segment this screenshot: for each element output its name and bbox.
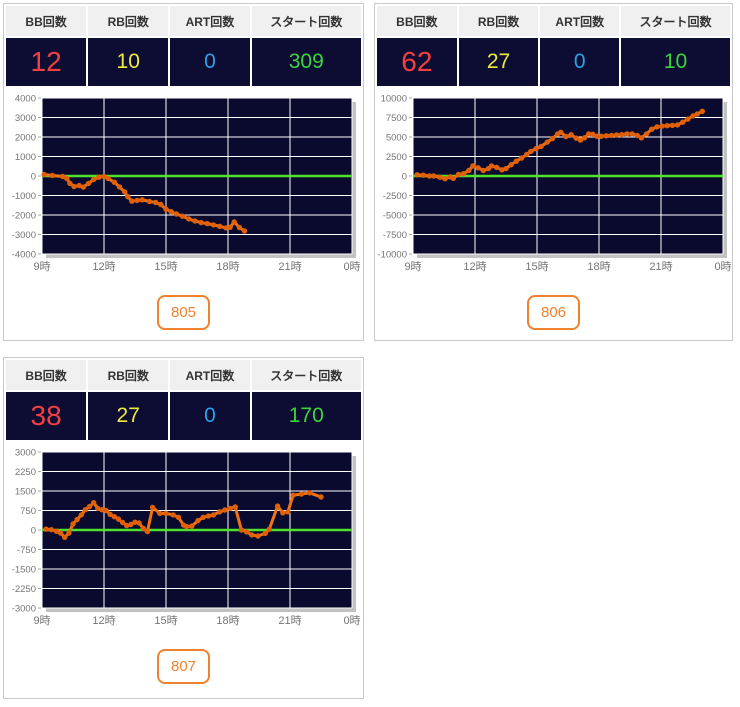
- svg-text:9時: 9時: [404, 260, 421, 273]
- bb-count-value: 12: [6, 38, 87, 86]
- art-count-value: 0: [540, 38, 620, 86]
- svg-text:21時: 21時: [278, 260, 301, 273]
- svg-text:1000: 1000: [15, 152, 36, 163]
- svg-text:0: 0: [31, 172, 36, 183]
- machine-number-badge[interactable]: 806: [526, 295, 581, 330]
- svg-text:0時: 0時: [343, 614, 360, 627]
- svg-text:0: 0: [402, 172, 407, 183]
- svg-text:18時: 18時: [216, 260, 239, 273]
- stats-header-rb: RB回数: [88, 6, 169, 36]
- svg-text:-750: -750: [17, 545, 36, 556]
- stats-header-start: スタート回数: [251, 6, 361, 36]
- svg-text:12時: 12時: [463, 260, 486, 273]
- svg-text:-2500: -2500: [383, 191, 407, 202]
- art-count-value: 0: [170, 392, 250, 440]
- svg-text:750: 750: [20, 506, 36, 517]
- svg-text:-2250: -2250: [12, 584, 36, 595]
- svg-text:21時: 21時: [649, 260, 672, 273]
- svg-text:0時: 0時: [714, 260, 731, 273]
- profit-graph: -4000 -3000 -2000 -1000 0 1000 2000 3000 4000 9時 1…: [12, 94, 361, 274]
- start-count-value: 309: [251, 38, 361, 86]
- svg-text:4000: 4000: [15, 94, 36, 105]
- svg-text:15時: 15時: [525, 260, 548, 273]
- stats-table: BB回数 RB回数 ART回数 スタート回数 12 10 0 309: [6, 6, 361, 86]
- stats-header-art: ART回数: [540, 6, 620, 36]
- svg-text:10000: 10000: [381, 94, 407, 105]
- rb-count-value: 27: [88, 392, 169, 440]
- svg-text:0時: 0時: [343, 260, 360, 273]
- stats-header-start: スタート回数: [621, 6, 730, 36]
- svg-text:1500: 1500: [15, 487, 36, 498]
- stats-header-art: ART回数: [170, 360, 250, 390]
- svg-text:2000: 2000: [15, 133, 36, 144]
- svg-text:-2000: -2000: [12, 211, 36, 222]
- svg-text:15時: 15時: [154, 260, 177, 273]
- machine-number-badge[interactable]: 805: [156, 295, 211, 330]
- start-count-value: 10: [621, 38, 730, 86]
- svg-text:-7500: -7500: [383, 230, 407, 241]
- svg-text:9時: 9時: [33, 260, 50, 273]
- badge-row: 805: [4, 295, 363, 330]
- svg-text:18時: 18時: [216, 614, 239, 627]
- svg-text:15時: 15時: [154, 614, 177, 627]
- start-count-value: 170: [251, 392, 361, 440]
- stats-header-bb: BB回数: [6, 6, 87, 36]
- machine-number-badge[interactable]: 807: [156, 649, 211, 684]
- bb-count-value: 62: [377, 38, 457, 86]
- badge-row: 807: [4, 649, 363, 684]
- rb-count-value: 10: [88, 38, 169, 86]
- svg-text:-1500: -1500: [12, 565, 36, 576]
- stats-table: BB回数 RB回数 ART回数 スタート回数 62 27 0 10: [377, 6, 730, 86]
- svg-text:7500: 7500: [386, 113, 407, 124]
- svg-text:2250: 2250: [15, 467, 36, 478]
- badge-row: 806: [375, 295, 732, 330]
- svg-text:18時: 18時: [587, 260, 610, 273]
- stats-table: BB回数 RB回数 ART回数 スタート回数 38 27 0 170: [6, 360, 361, 440]
- svg-text:-5000: -5000: [383, 211, 407, 222]
- svg-text:-4000: -4000: [12, 250, 36, 261]
- rb-count-value: 27: [458, 38, 539, 86]
- svg-text:12時: 12時: [92, 614, 115, 627]
- svg-text:12時: 12時: [92, 260, 115, 273]
- stats-header-bb: BB回数: [377, 6, 457, 36]
- svg-text:3000: 3000: [15, 448, 36, 459]
- svg-text:0: 0: [31, 526, 36, 537]
- svg-text:5000: 5000: [386, 133, 407, 144]
- svg-text:3000: 3000: [15, 113, 36, 124]
- svg-text:9時: 9時: [33, 614, 50, 627]
- stats-header-art: ART回数: [170, 6, 250, 36]
- machine-panel-807: BB回数 RB回数 ART回数 スタート回数 38 27 0 170 -3000…: [3, 357, 364, 699]
- svg-text:-10000: -10000: [377, 250, 407, 261]
- profit-graph: -3000 -2250 -1500 -750 0 750 1500 2250 3000 9時 12時…: [12, 448, 361, 628]
- stats-header-start: スタート回数: [251, 360, 361, 390]
- machine-panel-806: BB回数 RB回数 ART回数 スタート回数 62 27 0 10 -10000…: [374, 3, 733, 341]
- stats-header-rb: RB回数: [458, 6, 539, 36]
- svg-text:-3000: -3000: [12, 604, 36, 615]
- machine-panel-805: BB回数 RB回数 ART回数 スタート回数 12 10 0 309 -4000…: [3, 3, 364, 341]
- stats-header-rb: RB回数: [88, 360, 169, 390]
- svg-text:-1000: -1000: [12, 191, 36, 202]
- bb-count-value: 38: [6, 392, 87, 440]
- profit-graph: -10000 -7500 -5000 -2500 0 2500 5000 7500 10000 9…: [377, 94, 731, 274]
- art-count-value: 0: [170, 38, 250, 86]
- svg-text:2500: 2500: [386, 152, 407, 163]
- svg-text:21時: 21時: [278, 614, 301, 627]
- stats-header-bb: BB回数: [6, 360, 87, 390]
- svg-text:-3000: -3000: [12, 230, 36, 241]
